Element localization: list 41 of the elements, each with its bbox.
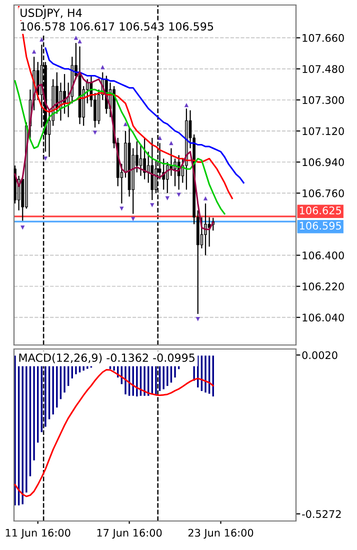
chart-title: USDJPY, H4 (20, 8, 82, 20)
point (203, 196, 208, 200)
point (184, 103, 189, 108)
point (131, 216, 136, 222)
line-series (18, 6, 233, 200)
y-tick-label: 106.760 (302, 189, 344, 198)
x-tick-label: 11 Jun 16:00 (6, 528, 70, 539)
y-tick-label: 106.940 (302, 158, 344, 166)
point (92, 130, 98, 135)
point (20, 226, 25, 230)
point (150, 203, 154, 208)
y-tick-label: 107.300 (302, 96, 344, 104)
y-tick-label: 106.040 (302, 314, 344, 322)
ref-line-label: 106.625 (300, 206, 341, 214)
x-tick-label: 23 Jun 16:00 (188, 528, 254, 539)
point (78, 39, 82, 44)
candlestick (143, 137, 146, 180)
y-tick-label: 106.400 (302, 251, 344, 260)
point (120, 206, 124, 211)
x-tick-label: 17 Jun 16:00 (97, 528, 162, 539)
point (158, 136, 162, 140)
line-series (44, 47, 244, 184)
text: 106.578 106.617 106.543 106.595 (20, 22, 214, 31)
y-tick-label: 106.220 (302, 282, 344, 290)
line-series (14, 80, 226, 215)
point (196, 317, 200, 322)
ref-line-label: 106.595 (300, 222, 341, 230)
y-tick-label: 107.480 (302, 65, 344, 73)
point (169, 140, 174, 146)
y-tick-label: 107.120 (302, 127, 344, 136)
point (165, 196, 170, 200)
y-tick-label: 107.660 (302, 34, 344, 42)
candlestick (204, 202, 207, 256)
point (123, 122, 128, 126)
point (32, 50, 36, 54)
point (74, 36, 78, 40)
chart-title: MACD(12,26,9) -0.1362 -0.0995 (19, 353, 194, 364)
y-tick-label: -0.5272 (302, 510, 341, 518)
point (176, 192, 181, 197)
candlestick (200, 216, 204, 249)
y-tick-label: 0.0020 (302, 351, 338, 360)
